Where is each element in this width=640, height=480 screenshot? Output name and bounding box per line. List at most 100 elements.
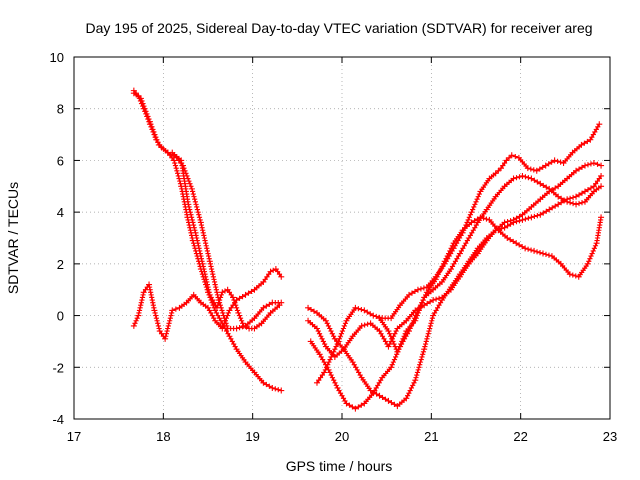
sample-marker bbox=[419, 354, 425, 360]
sample-marker bbox=[275, 300, 281, 306]
sample-marker bbox=[428, 289, 434, 295]
sample-marker bbox=[516, 213, 523, 220]
sample-marker bbox=[194, 204, 200, 210]
sample-marker bbox=[411, 380, 417, 386]
sample-marker bbox=[579, 164, 585, 170]
sample-marker bbox=[589, 250, 595, 257]
sample-marker bbox=[188, 214, 195, 220]
x-tick-label: 17 bbox=[67, 429, 81, 444]
sample-marker bbox=[423, 338, 429, 345]
data-point bbox=[188, 185, 195, 192]
sample-marker bbox=[150, 129, 156, 135]
sample-marker bbox=[200, 263, 206, 270]
sample-marker bbox=[196, 245, 202, 251]
sample-marker bbox=[208, 263, 214, 270]
sample-marker bbox=[570, 194, 576, 201]
sample-marker bbox=[203, 240, 209, 246]
sample-marker bbox=[189, 235, 195, 241]
sample-marker bbox=[199, 225, 205, 231]
sample-marker bbox=[236, 312, 243, 319]
sample-marker bbox=[197, 217, 203, 223]
sample-marker bbox=[410, 320, 417, 326]
sample-marker bbox=[373, 391, 380, 397]
sample-marker bbox=[232, 344, 238, 350]
y-tick-label: -4 bbox=[52, 412, 64, 427]
sample-marker bbox=[217, 294, 224, 301]
chart-title: Day 195 of 2025, Sidereal Day-to-day VTE… bbox=[85, 20, 592, 36]
sample-marker bbox=[589, 190, 595, 197]
sample-marker bbox=[588, 185, 594, 191]
sample-marker bbox=[464, 237, 470, 244]
sample-marker bbox=[510, 238, 516, 245]
sample-marker bbox=[449, 243, 455, 249]
data-point bbox=[501, 224, 508, 231]
sample-marker bbox=[152, 134, 158, 140]
series-track-i bbox=[376, 172, 605, 355]
data-point bbox=[421, 346, 428, 353]
data-point bbox=[394, 348, 401, 355]
sample-marker bbox=[424, 300, 430, 307]
sample-marker bbox=[590, 248, 596, 254]
data-point bbox=[135, 312, 142, 319]
sample-marker bbox=[455, 276, 462, 282]
sample-marker bbox=[512, 153, 518, 160]
sample-marker bbox=[522, 174, 529, 180]
sample-marker bbox=[342, 398, 348, 404]
sample-marker bbox=[140, 103, 146, 109]
sample-marker bbox=[191, 194, 197, 200]
sample-marker bbox=[198, 253, 204, 259]
sample-marker bbox=[163, 148, 169, 154]
sample-marker bbox=[534, 212, 540, 219]
x-tick-label: 21 bbox=[424, 429, 438, 444]
sample-marker bbox=[197, 248, 203, 254]
data-point bbox=[130, 322, 137, 329]
sample-marker bbox=[419, 300, 425, 306]
sample-marker bbox=[165, 323, 171, 329]
sample-marker bbox=[552, 203, 558, 209]
sample-marker bbox=[507, 218, 514, 224]
data-point bbox=[140, 105, 147, 112]
sample-marker bbox=[425, 331, 431, 337]
sample-marker bbox=[266, 301, 272, 307]
sample-marker bbox=[201, 232, 207, 239]
sample-marker bbox=[414, 372, 420, 378]
sample-marker bbox=[312, 323, 318, 330]
sample-marker bbox=[215, 302, 221, 308]
sample-marker bbox=[219, 307, 225, 313]
sample-marker bbox=[537, 166, 543, 172]
sample-marker bbox=[241, 357, 247, 363]
sample-marker bbox=[392, 344, 398, 350]
sample-marker bbox=[201, 266, 207, 272]
sample-marker bbox=[185, 199, 191, 205]
sample-marker bbox=[508, 177, 514, 184]
sample-marker bbox=[474, 196, 480, 202]
sample-marker bbox=[455, 253, 462, 259]
sample-marker bbox=[440, 261, 447, 267]
sample-marker bbox=[213, 287, 219, 293]
sample-marker bbox=[467, 212, 474, 218]
sample-marker bbox=[422, 341, 429, 347]
sample-marker bbox=[502, 233, 508, 239]
sample-marker bbox=[585, 187, 591, 193]
sample-marker bbox=[270, 267, 276, 273]
sample-marker bbox=[483, 216, 490, 222]
sample-marker bbox=[207, 261, 213, 267]
sample-marker bbox=[568, 152, 574, 158]
sample-marker bbox=[186, 178, 192, 184]
sample-marker bbox=[332, 346, 338, 352]
sample-marker bbox=[374, 326, 380, 332]
sample-marker bbox=[240, 320, 246, 326]
sample-marker bbox=[218, 318, 224, 324]
sample-marker bbox=[470, 206, 476, 213]
data-point bbox=[510, 216, 517, 223]
sample-marker bbox=[390, 359, 396, 365]
sample-marker bbox=[201, 235, 208, 241]
series-track-d bbox=[169, 149, 283, 332]
sample-marker bbox=[202, 237, 208, 244]
data-point bbox=[213, 304, 220, 311]
sample-marker bbox=[482, 209, 488, 215]
sample-marker bbox=[522, 216, 529, 222]
sample-marker bbox=[475, 194, 481, 200]
sample-marker bbox=[203, 303, 209, 309]
